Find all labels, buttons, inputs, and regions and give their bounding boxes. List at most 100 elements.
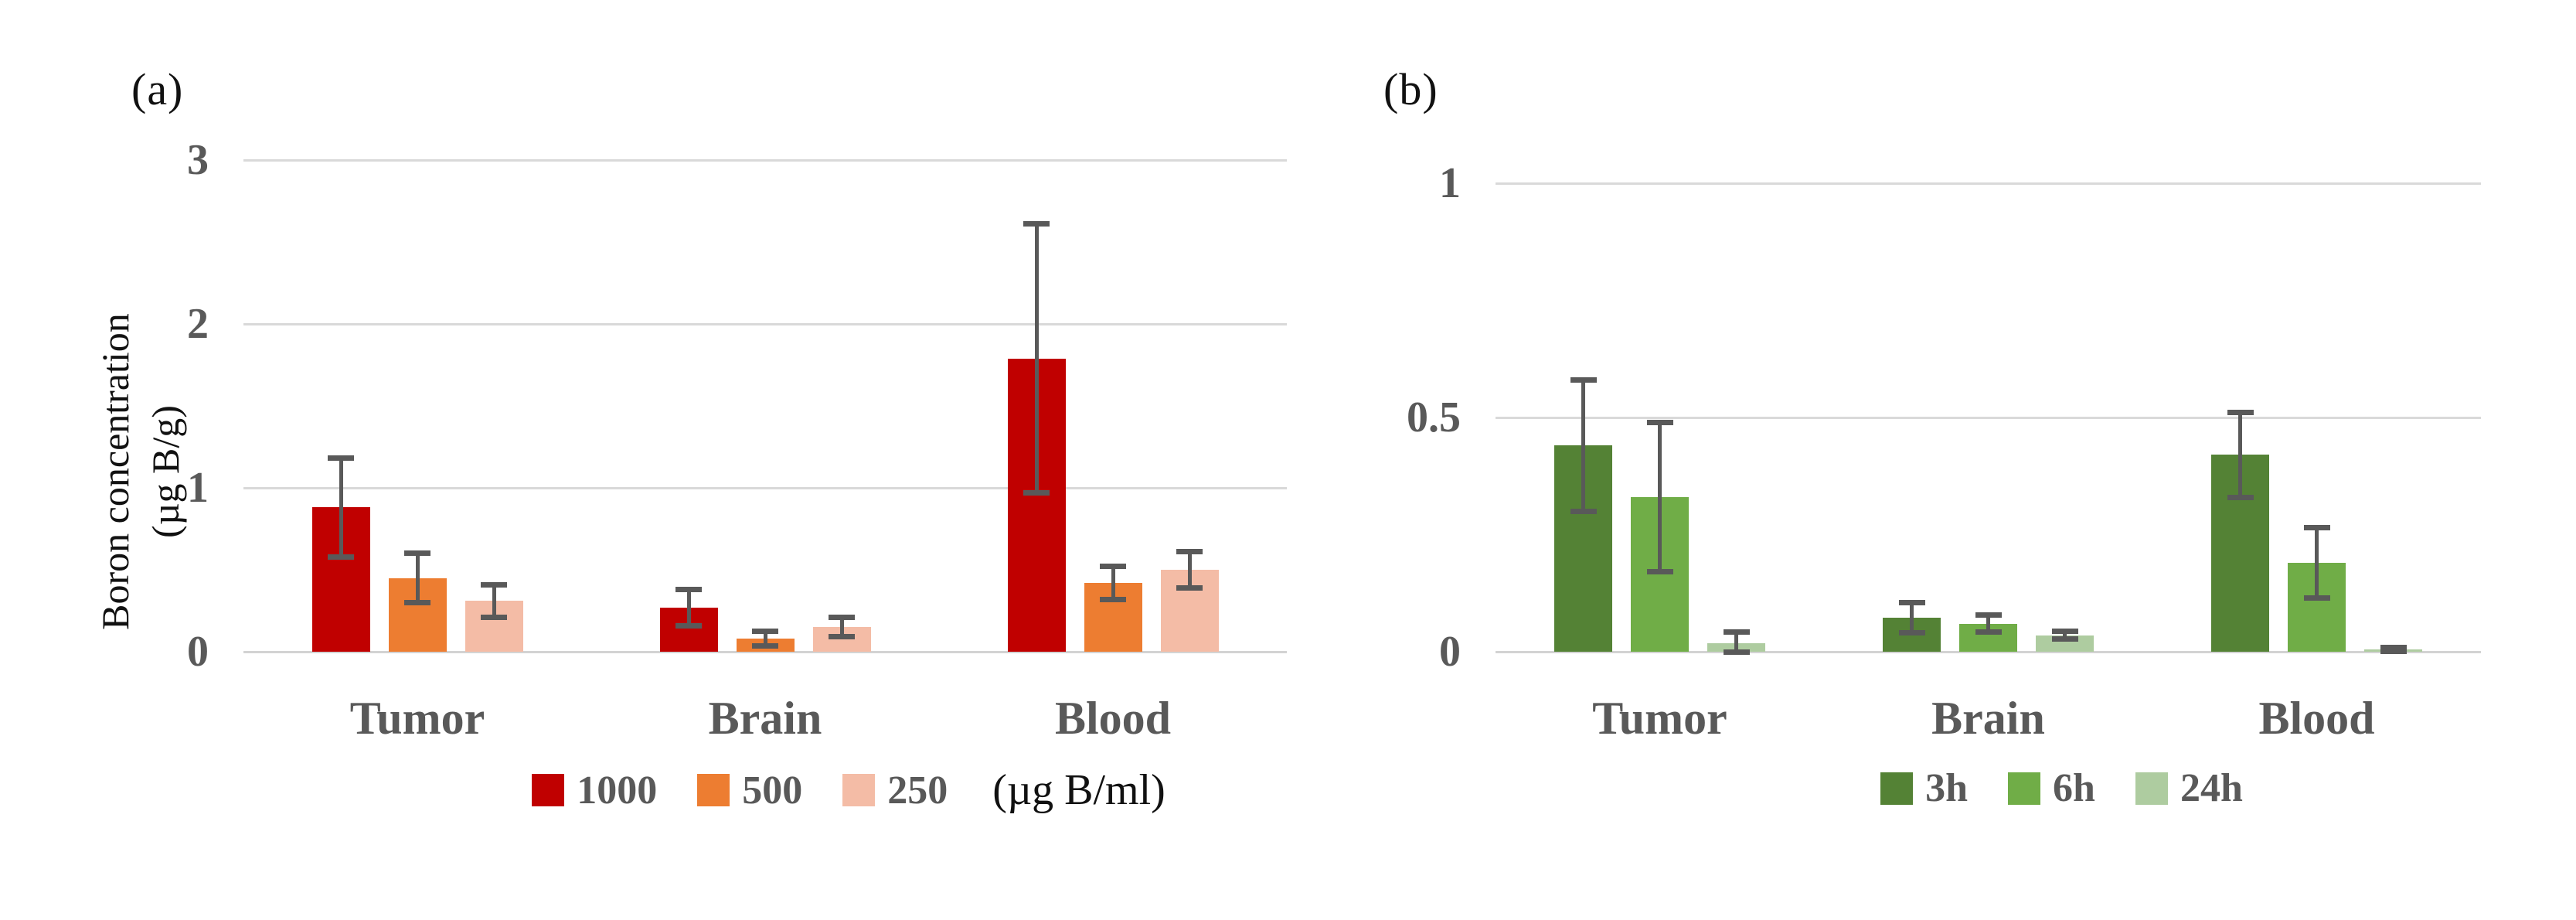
error-bar-cap xyxy=(1570,508,1597,514)
error-bar xyxy=(763,631,767,646)
error-bar xyxy=(1986,615,1990,632)
legend-item-1000: 1000 xyxy=(532,768,657,813)
error-bar-cap xyxy=(675,586,702,592)
gridline xyxy=(243,322,1287,325)
error-bar-cap xyxy=(2380,645,2407,651)
x-category-label: Brain xyxy=(708,693,822,744)
error-bar-cap xyxy=(1100,564,1126,570)
error-bar-cap xyxy=(328,554,354,560)
error-bar-cap xyxy=(1570,377,1597,383)
error-bar-cap xyxy=(1898,629,1925,635)
error-bar-cap xyxy=(2303,595,2330,601)
x-category-label: Brain xyxy=(1931,693,2045,744)
legend-label-250: 250 xyxy=(887,768,948,813)
legend-item-6h: 6h xyxy=(2008,765,2095,811)
legend-swatch-500 xyxy=(697,774,730,806)
error-bar xyxy=(339,458,343,557)
y-tick-label: 0.5 xyxy=(1407,394,1461,441)
legend-swatch-3h xyxy=(1880,772,1914,805)
x-category-label: Tumor xyxy=(1592,693,1727,744)
error-bar xyxy=(686,589,691,626)
gridline xyxy=(243,486,1287,489)
error-bar-cap xyxy=(2051,636,2078,642)
gridline xyxy=(243,650,1287,653)
legend-item-500: 500 xyxy=(697,768,802,813)
error-bar-cap xyxy=(1023,489,1050,496)
error-bar xyxy=(492,584,496,618)
error-bar-cap xyxy=(1723,629,1750,635)
legend-swatch-250 xyxy=(842,774,876,806)
plot-area-a: 0 1 2 3 Tumor Brain Blood xyxy=(187,136,1287,744)
error-bar-cap xyxy=(404,599,430,605)
error-bar xyxy=(1734,632,1738,652)
legend-item-24h: 24h xyxy=(2135,765,2243,811)
error-bar xyxy=(415,553,420,603)
legend-label-24h: 24h xyxy=(2180,766,2243,810)
error-bar-cap xyxy=(1176,584,1203,591)
legend-swatch-6h xyxy=(2008,772,2041,805)
error-bar xyxy=(1910,602,1914,633)
error-bar xyxy=(2315,527,2319,598)
legend-swatch-1000 xyxy=(532,774,565,806)
gridline xyxy=(1496,182,2481,185)
error-bar xyxy=(1034,223,1039,493)
bar-24h-brain xyxy=(2036,635,2094,652)
error-bar-cap xyxy=(2303,524,2330,530)
error-bar-cap xyxy=(481,614,507,620)
y-tick-label: 0 xyxy=(1439,628,1461,676)
legend-unit-suffix: (µg B/ml) xyxy=(992,766,1165,814)
y-tick-label: 0 xyxy=(187,628,209,676)
error-bar-cap xyxy=(1975,629,2002,635)
error-bar-cap xyxy=(404,550,430,557)
error-bar-cap xyxy=(2227,494,2254,500)
error-bar-cap xyxy=(752,629,778,634)
panel-a-label: (a) xyxy=(131,64,184,114)
legend-swatch-24h xyxy=(2135,772,2168,805)
y-tick-label: 1 xyxy=(187,464,209,512)
plot-area-b: 0 0.5 1 Tumor Brain Blood xyxy=(1407,159,2481,744)
error-bar-cap xyxy=(829,634,855,640)
error-bar-cap xyxy=(1646,419,1673,425)
error-bar-cap xyxy=(829,614,855,620)
x-category-label: Tumor xyxy=(349,693,485,744)
y-tick-label: 2 xyxy=(187,300,209,348)
gridline xyxy=(1496,650,2481,653)
error-bar xyxy=(1187,551,1192,588)
error-bar xyxy=(1658,422,1662,572)
error-bar-cap xyxy=(2380,648,2407,654)
legend-item-250: 250 xyxy=(842,768,948,813)
legend-label-6h: 6h xyxy=(2053,766,2095,810)
legend-a: 1000 500 250 (µg B/ml) xyxy=(327,765,1370,815)
gridline xyxy=(1496,416,2481,419)
error-bar-cap xyxy=(2227,410,2254,416)
error-bar-cap xyxy=(328,455,354,462)
y-tick-label: 3 xyxy=(187,136,209,184)
error-bar-cap xyxy=(1100,596,1126,602)
error-bar-cap xyxy=(1975,612,2002,618)
y-tick-label: 1 xyxy=(1439,159,1461,207)
error-bar xyxy=(2238,412,2242,498)
legend-label-3h: 3h xyxy=(1925,766,1969,810)
gridline xyxy=(243,158,1287,162)
legend-label-500: 500 xyxy=(742,768,803,813)
error-bar-cap xyxy=(1898,599,1925,605)
error-bar-cap xyxy=(1176,549,1203,555)
legend-item-3h: 3h xyxy=(1880,765,1968,811)
legend-label-1000: 1000 xyxy=(577,768,658,813)
error-bar xyxy=(2063,631,2067,639)
x-category-label: Blood xyxy=(1054,693,1172,744)
legend-b: 3h 6h 24h xyxy=(1569,765,2554,811)
error-bar-cap xyxy=(752,643,778,649)
error-bar-cap xyxy=(675,622,702,629)
error-bar-cap xyxy=(1646,569,1673,575)
error-bar-cap xyxy=(2051,629,2078,635)
error-bar xyxy=(1581,380,1585,512)
error-bar xyxy=(1111,566,1115,600)
error-bar-cap xyxy=(1723,649,1750,655)
error-bar-cap xyxy=(481,581,507,588)
error-bar xyxy=(839,617,844,637)
panel-b-label: (b) xyxy=(1383,64,1438,114)
x-category-label: Blood xyxy=(2258,693,2375,744)
error-bar-cap xyxy=(1023,221,1050,227)
